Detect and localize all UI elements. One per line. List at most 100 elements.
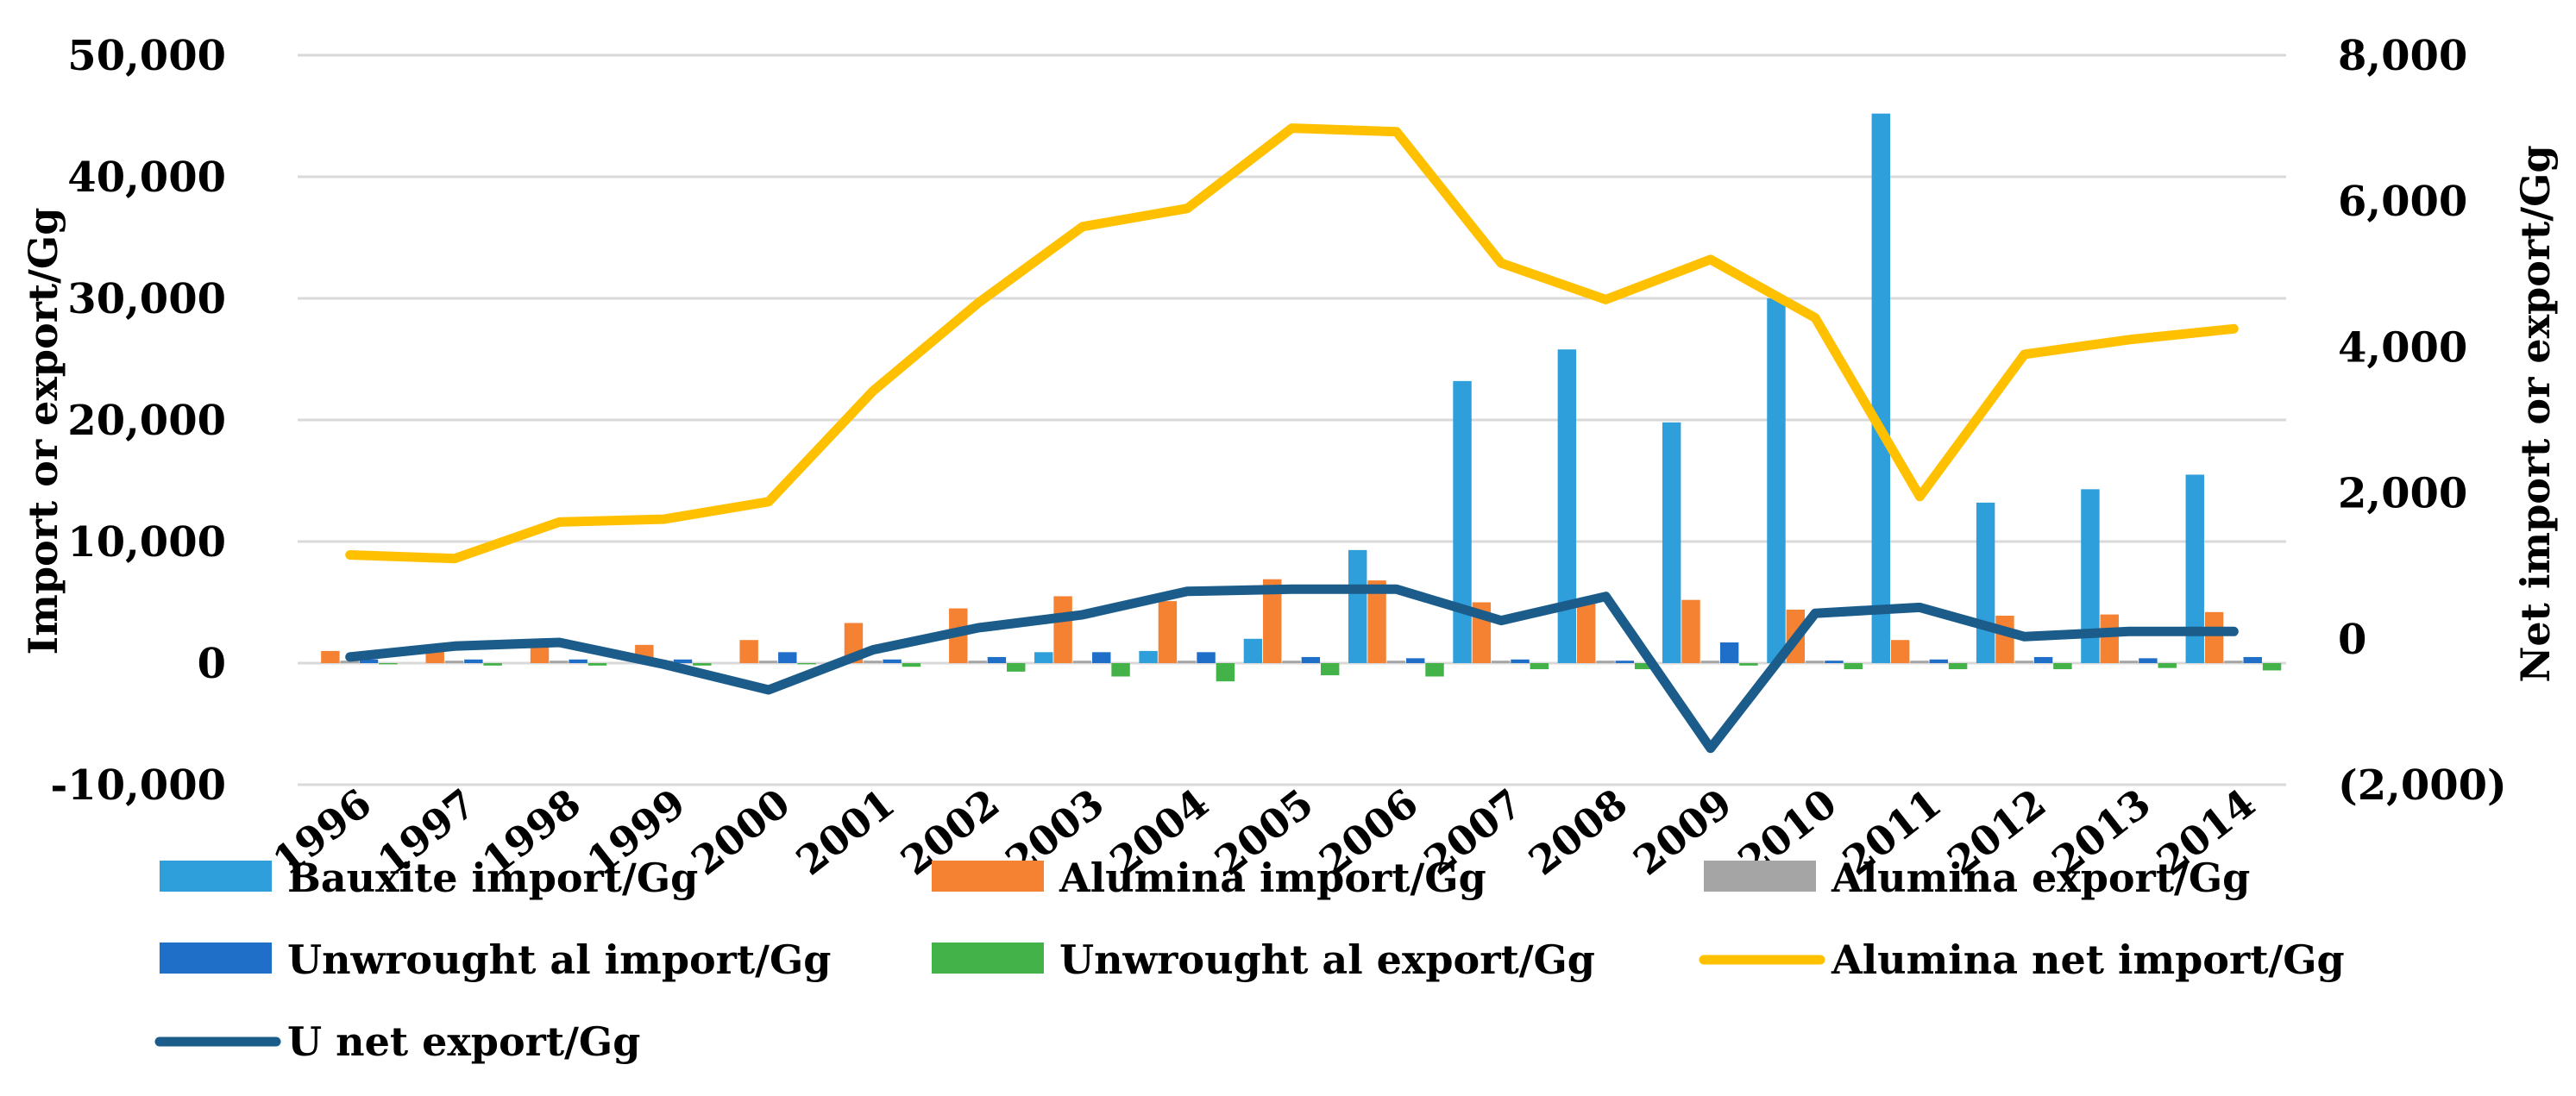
y-right-axis-title: Net import or export/Gg [2512,145,2559,682]
bar-unwrought-al-import-gg-2007 [1511,660,1529,663]
bar-unwrought-al-export-gg-1997 [483,663,501,666]
bar-unwrought-al-import-gg-1998 [569,660,587,663]
legend-label: Alumina net import/Gg [1831,936,2345,983]
bar-series [302,114,2281,681]
bar-unwrought-al-export-gg-1996 [379,663,397,664]
bar-alumina-import-gg-2004 [1159,601,1177,663]
legend-item-alumina-import-gg: Alumina import/Gg [932,855,1486,901]
bar-unwrought-al-import-gg-2005 [1302,657,1320,663]
bar-unwrought-al-import-gg-2003 [1092,652,1110,663]
axis-titles: Import or export/Gg Net import or export… [20,145,2559,682]
legend-label: Unwrought al import/Gg [287,936,831,983]
bar-unwrought-al-export-gg-2003 [1111,663,1129,677]
legend-swatch [932,943,1044,974]
bar-alumina-export-gg-2005 [1282,661,1300,663]
y-right-tick-label: 2,000 [2338,470,2467,518]
line-series [350,128,2234,748]
bar-alumina-export-gg-1997 [445,661,463,663]
bar-alumina-export-gg-2007 [1492,661,1510,663]
bar-unwrought-al-export-gg-1999 [693,663,711,666]
bar-unwrought-al-export-gg-2011 [1949,663,1967,669]
legend-item-alumina-export-gg: Alumina export/Gg [1704,855,2250,901]
y-left-tick-label: 0 [198,640,226,688]
legend-label: U net export/Gg [287,1018,640,1065]
legend: Bauxite import/Gg Alumina import/Gg Alumin… [160,855,2345,1065]
bar-alumina-export-gg-2012 [2015,661,2033,663]
bar-unwrought-al-export-gg-2007 [1530,663,1549,669]
bar-bauxite-import-gg-2010 [1767,298,1785,663]
legend-swatch [932,861,1044,892]
bar-unwrought-al-import-gg-2012 [2034,657,2052,663]
bar-unwrought-al-import-gg-2011 [1930,660,1948,663]
y-left-tick-label: 20,000 [67,397,226,445]
bar-bauxite-import-gg-2003 [1034,652,1052,663]
bar-alumina-export-gg-2003 [1073,661,1091,663]
tick-labels: 50,000 40,000 30,000 20,000 10,000 0 -10,000 8,… [50,32,2506,884]
bar-alumina-export-gg-2006 [1387,661,1405,663]
legend-item-unwrought-al-import-gg: Unwrought al import/Gg [160,936,831,983]
legend-item-alumina-net-import-gg: Alumina net import/Gg [1704,936,2345,983]
bar-alumina-import-gg-2013 [2101,615,2119,663]
y-left-tick-label: 10,000 [67,518,226,567]
y-left-tick-label: -10,000 [50,761,226,810]
bar-alumina-export-gg-2008 [1596,661,1614,663]
y-left-tick-label: 50,000 [67,32,226,80]
bar-alumina-export-gg-2014 [2224,661,2242,663]
bar-bauxite-import-gg-2006 [1348,550,1367,663]
legend-label: Alumina import/Gg [1059,855,1486,901]
y-right-tick-label: (2,000) [2338,761,2507,810]
legend-item-bauxite-import-gg: Bauxite import/Gg [160,855,698,901]
y-right-tick-label: 4,000 [2338,323,2467,372]
bar-bauxite-import-gg-2011 [1872,114,1890,663]
legend-swatch [160,861,272,892]
bar-bauxite-import-gg-2012 [1976,503,1995,663]
bar-alumina-import-gg-2014 [2205,612,2223,663]
bar-unwrought-al-import-gg-2006 [1406,658,1424,663]
legend-label: Unwrought al export/Gg [1059,936,1595,983]
legend-label: Bauxite import/Gg [287,855,698,901]
bar-unwrought-al-import-gg-2013 [2139,658,2157,663]
bar-bauxite-import-gg-2007 [1453,381,1471,663]
bar-unwrought-al-import-gg-2000 [778,652,796,663]
bar-alumina-export-gg-1998 [550,661,568,663]
bar-alumina-export-gg-2004 [1178,661,1196,663]
bar-alumina-export-gg-2002 [968,661,986,663]
bar-alumina-import-gg-1996 [321,651,339,663]
bar-unwrought-al-import-gg-2002 [988,657,1006,663]
bar-bauxite-import-gg-2009 [1662,423,1681,663]
bar-bauxite-import-gg-2008 [1558,349,1576,663]
legend-label: Alumina export/Gg [1831,855,2250,901]
y-left-tick-label: 40,000 [67,153,226,202]
bar-unwrought-al-export-gg-2012 [2053,663,2071,669]
bar-unwrought-al-import-gg-2010 [1825,661,1843,663]
bar-alumina-export-gg-2013 [2120,661,2138,663]
bar-unwrought-al-import-gg-2008 [1616,661,1634,663]
bar-alumina-import-gg-2003 [1053,596,1071,663]
legend-item-u-net-export-gg: U net export/Gg [160,1018,640,1065]
y-right-tick-label: 6,000 [2338,178,2467,226]
y-right-tick-label: 8,000 [2338,32,2467,80]
legend-swatch [160,943,272,974]
y-left-tick-label: 30,000 [67,275,226,323]
bar-alumina-import-gg-1998 [531,646,549,663]
y-left-axis-title: Import or export/Gg [20,208,66,655]
bar-unwrought-al-export-gg-2005 [1321,663,1339,675]
bar-unwrought-al-import-gg-2014 [2244,657,2262,663]
gridlines [298,55,2286,785]
bar-unwrought-al-import-gg-1997 [464,660,482,663]
y-right-tick-label: 0 [2338,616,2366,664]
bar-bauxite-import-gg-2005 [1244,639,1262,663]
bar-unwrought-al-export-gg-2002 [1007,663,1025,672]
bar-unwrought-al-export-gg-2000 [797,663,815,664]
bar-alumina-export-gg-2011 [1910,661,1928,663]
bar-alumina-import-gg-2012 [1995,616,2014,663]
bar-alumina-import-gg-2011 [1891,640,1909,663]
bar-unwrought-al-export-gg-2004 [1216,663,1235,681]
x-tick-label: 2001 [788,780,903,884]
bar-alumina-import-gg-2008 [1577,603,1595,664]
bar-alumina-import-gg-2000 [739,640,757,663]
legend-swatch [1704,861,1816,892]
bar-alumina-import-gg-2009 [1681,600,1700,663]
